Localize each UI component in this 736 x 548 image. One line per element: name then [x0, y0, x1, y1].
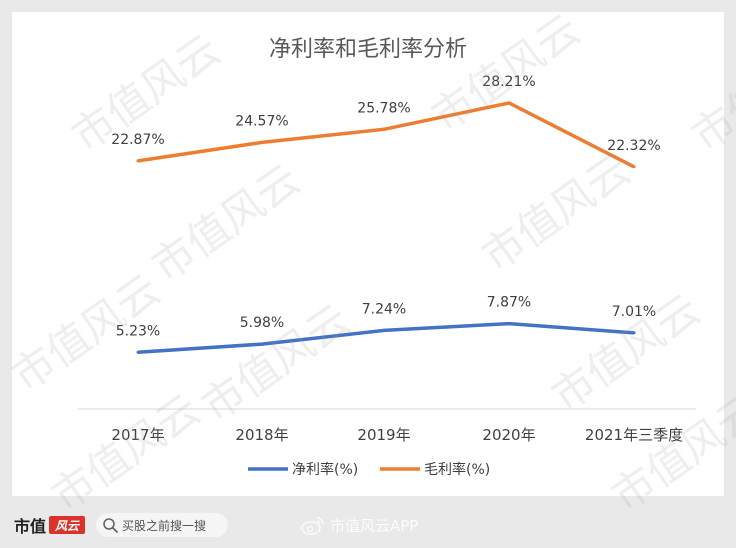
gross-margin-point	[260, 140, 264, 144]
logo-seal: 风云	[49, 516, 86, 534]
search-box[interactable]: 买股之前搜一搜	[96, 513, 228, 537]
footer-bar: 市值 风云 买股之前搜一搜 市值风云APP	[0, 500, 736, 548]
x-tick-label: 2021年三季度	[585, 426, 683, 444]
net-margin-point	[632, 331, 636, 335]
weibo-handle[interactable]: 市值风云APP	[300, 514, 418, 536]
gross-margin-data-label: 28.21%	[482, 74, 535, 90]
logo[interactable]: 市值 风云	[14, 514, 86, 536]
logo-text: 市值	[14, 517, 47, 536]
x-tick-label: 2020年	[482, 426, 535, 444]
net-margin-line	[137, 321, 635, 355]
gross-margin-point	[136, 159, 140, 163]
search-placeholder: 买股之前搜一搜	[122, 518, 207, 533]
legend-label-net-margin: 净利率(%)	[292, 461, 358, 478]
gross-margin-point	[632, 165, 636, 169]
gross-margin-data-label: 24.57%	[235, 113, 288, 129]
weibo-text: 市值风云APP	[330, 516, 419, 535]
net-margin-data-label: 7.24%	[362, 301, 406, 317]
legend: 净利率(%) 毛利率(%)	[248, 461, 490, 478]
net-margin-point	[136, 350, 140, 354]
line-chart: 净利率和毛利率分析 5.23% 5.98% 7.24% 7.87% 7.01% 22.87…	[78, 37, 696, 478]
chart-title: 净利率和毛利率分析	[269, 37, 467, 62]
x-tick-label: 2019年	[357, 426, 410, 444]
net-margin-point	[382, 328, 386, 332]
net-margin-point	[507, 322, 511, 326]
net-margin-data-label: 7.01%	[612, 304, 656, 320]
net-margin-data-label: 5.98%	[240, 315, 284, 331]
gross-margin-data-label: 22.87%	[111, 132, 164, 148]
x-tick-label: 2018年	[235, 426, 288, 444]
net-margin-data-label: 5.23%	[116, 323, 160, 339]
gross-margin-point	[507, 101, 511, 105]
net-margin-data-label: 7.87%	[487, 295, 531, 311]
search-icon	[103, 518, 118, 533]
legend-label-gross-margin: 毛利率(%)	[424, 461, 490, 478]
net-margin-point	[260, 342, 264, 346]
gross-margin-data-label: 22.32%	[607, 138, 660, 154]
chart-card: 净利率和毛利率分析 5.23% 5.98% 7.24% 7.87% 7.01% 22.87…	[12, 12, 724, 496]
x-tick-label: 2017年	[111, 426, 164, 444]
gross-margin-point	[382, 127, 386, 131]
weibo-icon	[301, 517, 324, 535]
gross-margin-data-label: 25.78%	[357, 100, 410, 116]
